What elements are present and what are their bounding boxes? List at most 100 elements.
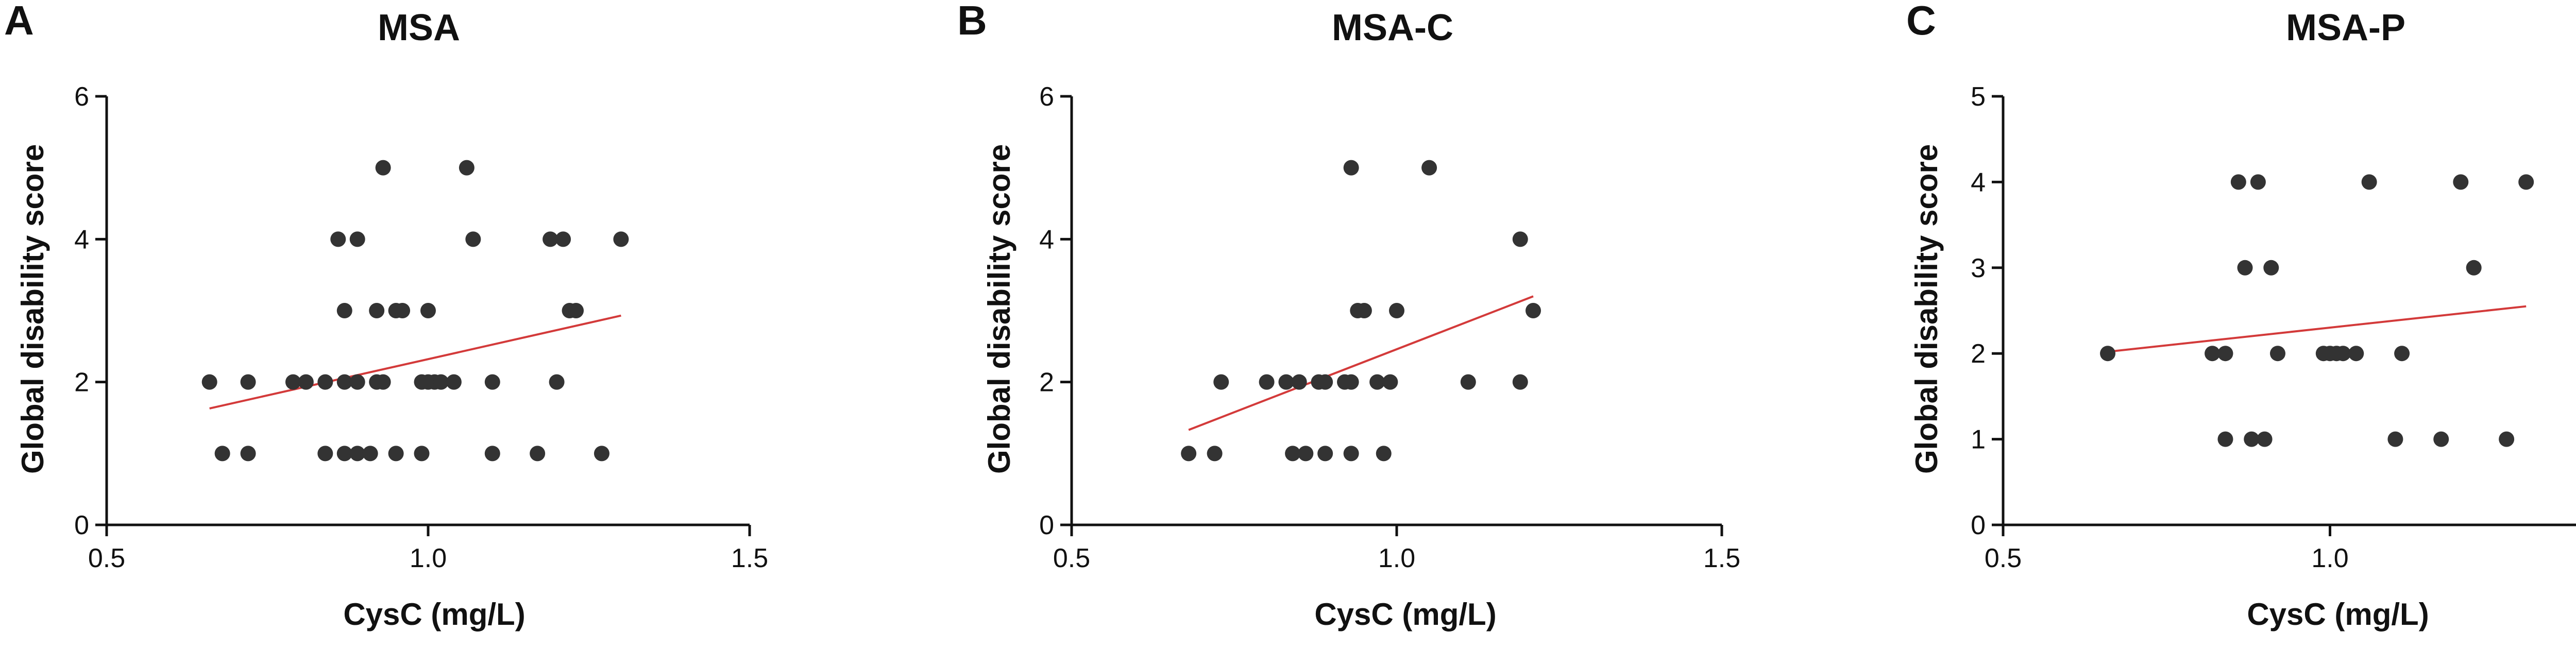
data-point	[2499, 431, 2515, 447]
data-point	[336, 303, 352, 318]
data-point	[446, 374, 462, 390]
x-tick-label: 1.0	[1378, 543, 1415, 573]
y-tick-label: 0	[74, 510, 89, 540]
panel-a: A MSA 0 2 4 6 0.5 1.0 1.5 CysC (mg/L) Global d…	[0, 0, 886, 648]
x-tick-label: 1.0	[410, 543, 447, 573]
data-point	[484, 374, 500, 390]
data-point	[2361, 174, 2377, 190]
regression-line	[1188, 295, 1534, 431]
y-axis-label-b: Global disability score	[982, 144, 1016, 474]
data-point	[1343, 374, 1359, 390]
panel-letter-b: B	[957, 0, 987, 43]
y-tick-label: 4	[1971, 167, 1986, 197]
y-axis-label-a: Global disability score	[15, 144, 50, 474]
data-point	[1356, 303, 1372, 318]
data-point	[2348, 346, 2364, 362]
y-tick-label: 2	[1971, 339, 1986, 369]
data-point	[555, 231, 571, 247]
data-point	[433, 374, 449, 390]
data-point	[375, 160, 391, 176]
scatter-plot-b: 0 2 4 6 0.5 1.0 1.5	[1039, 82, 1740, 573]
data-point	[2217, 346, 2233, 362]
data-point	[349, 374, 365, 390]
data-point	[1181, 446, 1197, 462]
data-point	[2433, 431, 2449, 447]
data-point	[1369, 374, 1385, 390]
data-point	[240, 374, 256, 390]
data-point	[2394, 346, 2410, 362]
data-point	[420, 303, 436, 318]
data-point	[1512, 374, 1528, 390]
panel-letter-c: C	[1906, 0, 1936, 43]
data-point	[336, 374, 352, 390]
data-point	[2205, 346, 2221, 362]
x-tick-label: 0.5	[88, 543, 125, 573]
data-point	[1343, 446, 1359, 462]
data-point	[530, 446, 546, 462]
data-point	[543, 231, 558, 247]
data-point	[2217, 431, 2233, 447]
data-point	[388, 446, 404, 462]
data-point	[1421, 160, 1437, 176]
y-tick-label: 5	[1971, 82, 1986, 112]
chart-title-b: MSA-C	[1332, 7, 1453, 48]
data-point	[2387, 431, 2403, 447]
regression-line	[2107, 305, 2527, 353]
x-axis-label-c: CysC (mg/L)	[2247, 597, 2429, 632]
x-tick-label: 1.0	[2311, 543, 2348, 573]
data-point	[1207, 446, 1223, 462]
regression-line	[209, 314, 621, 410]
y-tick-label: 1	[1971, 425, 1986, 455]
data-point	[2230, 174, 2246, 190]
data-point	[369, 303, 385, 318]
data-point	[1285, 446, 1301, 462]
data-point	[285, 374, 301, 390]
data-point	[1298, 446, 1314, 462]
data-point	[1291, 374, 1307, 390]
data-point	[1512, 231, 1528, 247]
y-tick-label: 4	[74, 225, 89, 254]
y-axis-label-c: Global disability score	[1909, 144, 1944, 474]
data-point	[214, 446, 230, 462]
data-point	[298, 374, 314, 390]
data-point	[1213, 374, 1229, 390]
data-point	[2518, 174, 2534, 190]
data-point	[2257, 431, 2273, 447]
data-point	[336, 446, 352, 462]
chart-title-c: MSA-P	[2286, 7, 2405, 48]
data-point	[2237, 260, 2253, 276]
data-point	[349, 446, 365, 462]
data-point	[240, 446, 256, 462]
data-point	[201, 374, 217, 390]
y-tick-label: 3	[1971, 253, 1986, 283]
y-tick-label: 4	[1039, 225, 1054, 254]
data-point	[2453, 174, 2469, 190]
panel-letter-a: A	[4, 0, 34, 43]
data-point	[1317, 374, 1333, 390]
data-point	[2244, 431, 2260, 447]
data-point	[2250, 174, 2266, 190]
data-point	[330, 231, 346, 247]
data-point	[484, 446, 500, 462]
data-point	[2335, 346, 2351, 362]
data-point	[549, 374, 565, 390]
x-tick-label: 0.5	[1053, 543, 1090, 573]
data-point	[2263, 260, 2279, 276]
data-point	[362, 446, 378, 462]
y-tick-label: 2	[74, 368, 89, 398]
panel-b: B MSA-C 0 2 4 6 0.5 1.0 1.5 CysC (mg/L) Global…	[896, 0, 1783, 648]
data-point	[1526, 303, 1541, 318]
chart-title-a: MSA	[378, 7, 460, 48]
y-tick-label: 0	[1971, 510, 1986, 540]
data-point	[1259, 374, 1275, 390]
y-tick-label: 2	[1039, 368, 1054, 398]
data-point	[414, 446, 430, 462]
x-tick-label: 0.5	[1985, 543, 2022, 573]
data-point	[1376, 446, 1392, 462]
data-point	[613, 231, 629, 247]
y-tick-label: 0	[1039, 510, 1054, 540]
data-point	[1389, 303, 1404, 318]
data-point	[1343, 160, 1359, 176]
data-point	[2466, 260, 2482, 276]
